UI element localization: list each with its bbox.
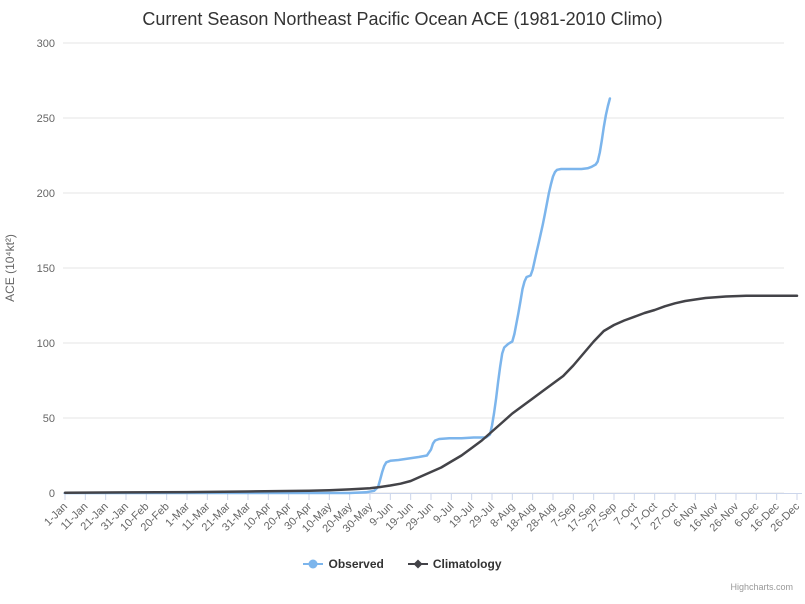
y-tick-label: 0 (49, 488, 55, 500)
y-tick-label: 300 (37, 38, 55, 50)
legend-label-observed: Observed (328, 557, 384, 571)
observed-series-line[interactable] (63, 97, 612, 495)
observed-legend-marker (303, 559, 324, 569)
highcharts-credit-link[interactable]: Highcharts.com (730, 582, 793, 592)
legend: Observed Climatology (0, 557, 805, 571)
y-tick-label: 200 (37, 188, 55, 200)
y-tick-label: 150 (37, 263, 55, 275)
y-tick-label: 100 (37, 338, 55, 350)
y-axis-title: ACE (10⁴kt²) (3, 234, 17, 302)
y-tick-label: 250 (37, 113, 55, 125)
legend-item-climatology[interactable]: Climatology (407, 557, 502, 571)
legend-label-climatology: Climatology (432, 557, 502, 571)
climatology-legend-marker (407, 559, 428, 569)
chart-title: Current Season Northeast Pacific Ocean A… (142, 9, 663, 29)
y-tick-label: 50 (43, 413, 55, 425)
legend-item-observed[interactable]: Observed (303, 557, 384, 571)
climatology-series-line[interactable] (63, 294, 799, 494)
